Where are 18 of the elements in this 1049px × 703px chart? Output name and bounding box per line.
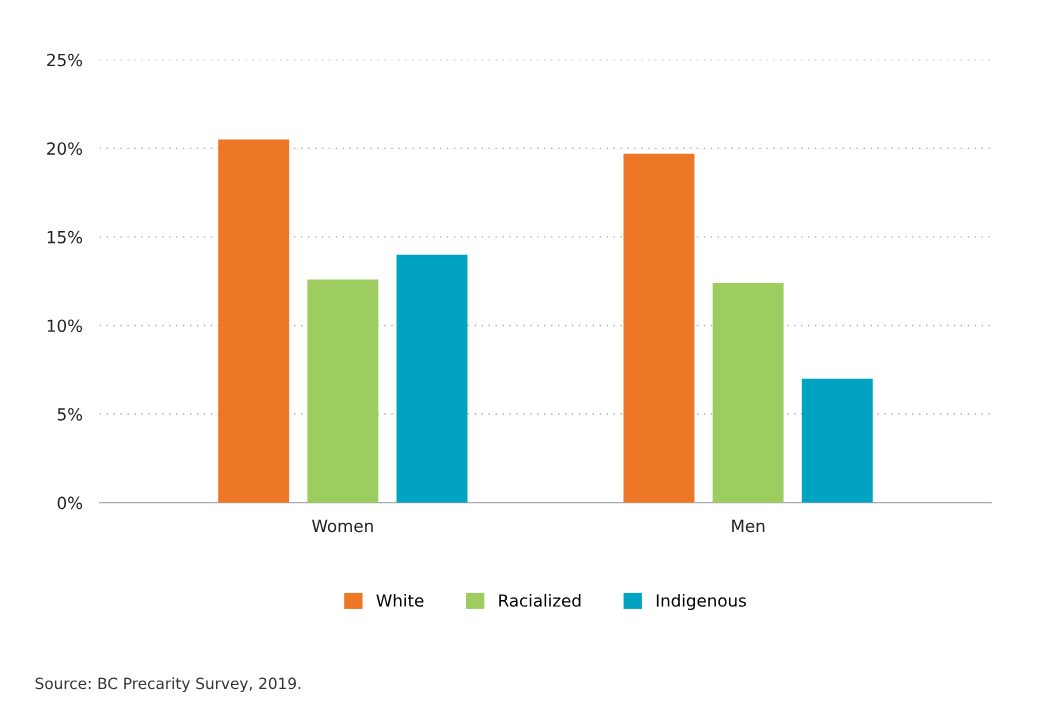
bar xyxy=(623,153,695,503)
bar xyxy=(218,139,290,503)
x-tick-label: Men xyxy=(732,519,765,533)
legend-label: Indigenous xyxy=(656,593,746,611)
x-tick-label: Women xyxy=(312,519,373,533)
y-tick-label: 10% xyxy=(47,319,83,333)
y-tick-label: 20% xyxy=(47,142,83,155)
bar xyxy=(712,282,784,503)
source-note: Source: BC Precarity Survey, 2019. xyxy=(35,677,301,693)
y-tick-label: 25% xyxy=(47,53,83,67)
y-tick-label: 0% xyxy=(57,496,83,510)
legend-label: Racialized xyxy=(499,593,581,607)
bar xyxy=(801,378,873,503)
bar xyxy=(307,279,379,503)
bar xyxy=(396,254,468,503)
legend-label: White xyxy=(376,593,424,607)
y-tick-label: 15% xyxy=(47,230,83,244)
y-tick-label: 5% xyxy=(57,408,83,421)
